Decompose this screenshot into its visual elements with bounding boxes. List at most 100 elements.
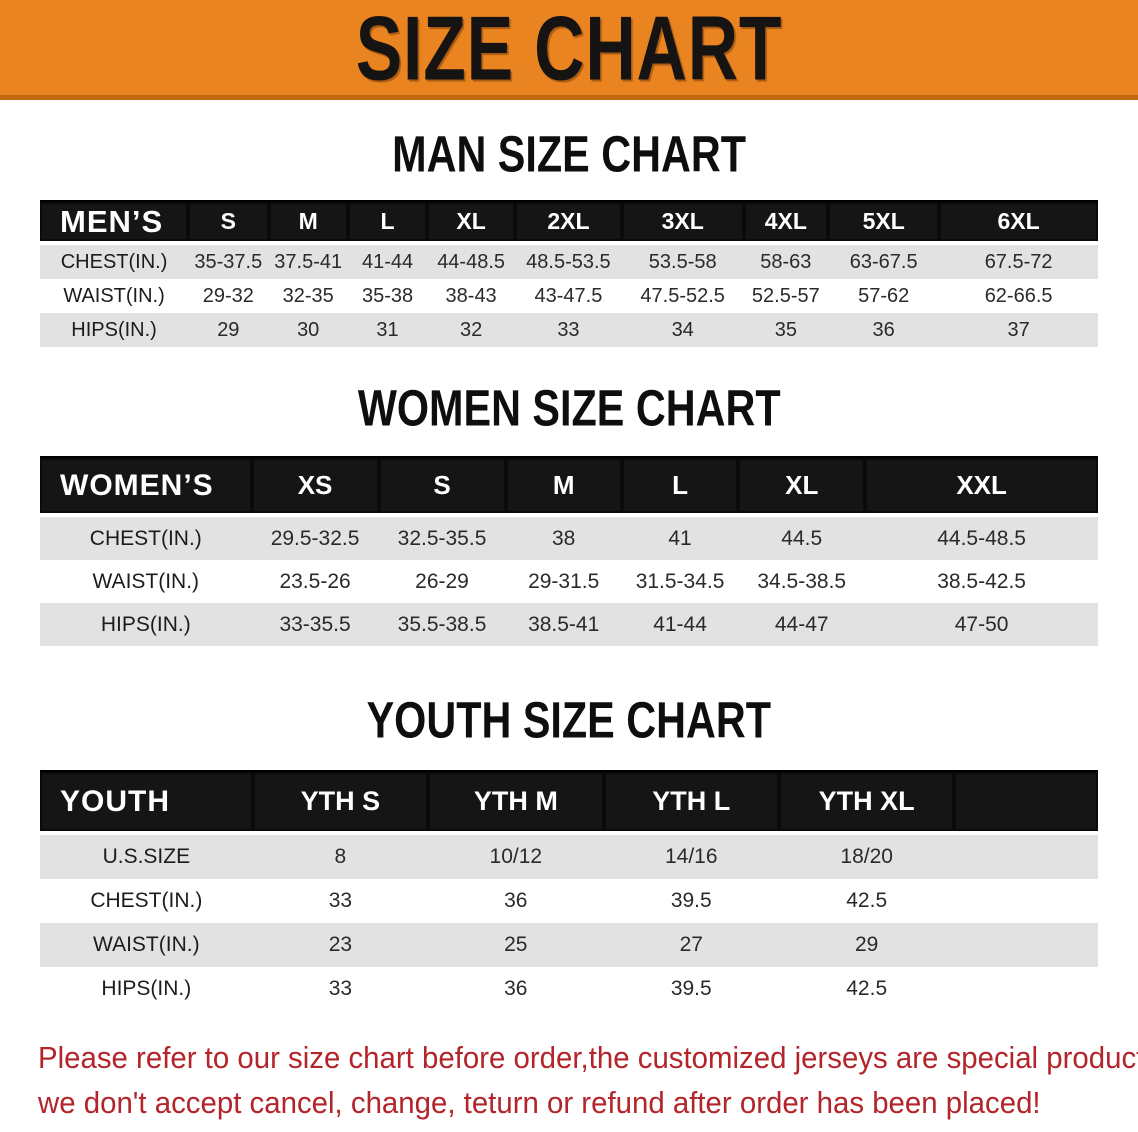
size-column-header: 3XL bbox=[621, 200, 744, 245]
value-cell: 36 bbox=[428, 879, 604, 923]
disclaimer-line-2: we don't accept cancel, change, teturn o… bbox=[38, 1086, 1041, 1121]
women-header-row: WOMEN’S XS S M L XL XXL bbox=[40, 456, 1098, 517]
value-cell: 29 bbox=[188, 313, 269, 347]
value-cell: 57-62 bbox=[828, 279, 940, 313]
row-label: HIPS(IN.) bbox=[40, 313, 189, 347]
size-column-header: XL bbox=[427, 200, 516, 245]
size-column-header: 2XL bbox=[515, 200, 622, 245]
value-cell: 48.5-53.5 bbox=[515, 245, 622, 279]
table-row: WAIST(IN.) 29-32 32-35 35-38 38-43 43-47.5 47.… bbox=[40, 279, 1098, 313]
value-cell: 29.5-32.5 bbox=[251, 517, 379, 560]
value-cell: 62-66.5 bbox=[939, 279, 1098, 313]
value-cell: 35 bbox=[743, 313, 829, 347]
value-cell: 44.5-48.5 bbox=[865, 517, 1098, 560]
value-cell: 44.5 bbox=[738, 517, 866, 560]
men-header-row: MEN’S S M L XL 2XL 3XL 4XL 5XL 6XL bbox=[40, 200, 1098, 245]
size-column-header: YTH M bbox=[428, 770, 604, 835]
women-size-chart-heading: WOMEN SIZE CHART bbox=[357, 378, 781, 437]
row-label: WAIST(IN.) bbox=[40, 560, 252, 603]
row-label: HIPS(IN.) bbox=[40, 603, 252, 646]
value-cell: 29-32 bbox=[188, 279, 269, 313]
row-label: HIPS(IN.) bbox=[40, 967, 253, 1011]
value-cell: 31 bbox=[347, 313, 428, 347]
table-row: WAIST(IN.) 23 25 27 29 bbox=[40, 923, 1098, 967]
value-cell: 35-37.5 bbox=[188, 245, 269, 279]
value-cell: 32.5-35.5 bbox=[378, 517, 506, 560]
row-label: WAIST(IN.) bbox=[40, 923, 253, 967]
value-cell: 38-43 bbox=[427, 279, 516, 313]
women-table-label: WOMEN’S bbox=[40, 456, 252, 517]
size-column-header: XS bbox=[251, 456, 379, 517]
value-cell: 30 bbox=[268, 313, 348, 347]
value-cell: 34.5-38.5 bbox=[738, 560, 866, 603]
size-charts: MAN SIZE CHART MEN’S S M L XL 2XL 3XL 4XL 5XL 6XL… bbox=[0, 124, 1138, 1011]
value-cell: 36 bbox=[828, 313, 940, 347]
banner-title: SIZE CHART bbox=[355, 0, 783, 99]
value-cell: 58-63 bbox=[743, 245, 829, 279]
value-cell: 32 bbox=[427, 313, 516, 347]
row-label: CHEST(IN.) bbox=[40, 245, 189, 279]
youth-table-label: YOUTH bbox=[40, 770, 253, 835]
value-cell: 38.5-41 bbox=[505, 603, 622, 646]
size-column-header: 4XL bbox=[743, 200, 829, 245]
row-label: U.S.SIZE bbox=[40, 835, 253, 879]
spacer-cell bbox=[954, 879, 1098, 923]
men-table-label: MEN’S bbox=[40, 200, 189, 245]
man-size-chart-heading: MAN SIZE CHART bbox=[392, 124, 746, 183]
value-cell: 38.5-42.5 bbox=[865, 560, 1098, 603]
table-row: CHEST(IN.) 29.5-32.5 32.5-35.5 38 41 44.5 44.5… bbox=[40, 517, 1098, 560]
size-column-header: S bbox=[378, 456, 506, 517]
spacer-cell bbox=[954, 967, 1098, 1011]
value-cell: 14/16 bbox=[603, 835, 779, 879]
table-row: U.S.SIZE 8 10/12 14/16 18/20 bbox=[40, 835, 1098, 879]
table-row: HIPS(IN.) 33-35.5 35.5-38.5 38.5-41 41-44 44-… bbox=[40, 603, 1098, 646]
value-cell: 36 bbox=[428, 967, 604, 1011]
value-cell: 47.5-52.5 bbox=[621, 279, 744, 313]
spacer-cell bbox=[954, 835, 1098, 879]
size-column-header: YTH S bbox=[252, 770, 429, 835]
youth-header-row: YOUTH YTH S YTH M YTH L YTH XL bbox=[40, 770, 1098, 835]
size-column-header: M bbox=[505, 456, 622, 517]
section-youth: YOUTH SIZE CHART YOUTH YTH S YTH M YTH L YTH… bbox=[0, 690, 1138, 1011]
spacer-cell bbox=[954, 770, 1098, 835]
size-column-header: YTH XL bbox=[778, 770, 955, 835]
value-cell: 35-38 bbox=[347, 279, 428, 313]
value-cell: 31.5-34.5 bbox=[621, 560, 739, 603]
value-cell: 33 bbox=[252, 879, 429, 923]
banner: SIZE CHART bbox=[0, 0, 1138, 100]
women-size-table: WOMEN’S XS S M L XL XXL CHEST(IN.) 29.5-32.5 32.5… bbox=[40, 456, 1098, 646]
size-column-header: L bbox=[347, 200, 428, 245]
table-row: HIPS(IN.) 29 30 31 32 33 34 35 36 37 bbox=[40, 313, 1098, 347]
size-column-header: XXL bbox=[865, 456, 1098, 517]
youth-size-chart-heading: YOUTH SIZE CHART bbox=[366, 690, 772, 749]
size-column-header: XL bbox=[738, 456, 866, 517]
size-column-header: S bbox=[188, 200, 269, 245]
value-cell: 41 bbox=[621, 517, 739, 560]
value-cell: 34 bbox=[621, 313, 744, 347]
disclaimer: Please refer to our size chart before or… bbox=[0, 1036, 1138, 1126]
value-cell: 42.5 bbox=[778, 879, 955, 923]
value-cell: 63-67.5 bbox=[828, 245, 940, 279]
row-label: WAIST(IN.) bbox=[40, 279, 189, 313]
table-row: WAIST(IN.) 23.5-26 26-29 29-31.5 31.5-34.5 34… bbox=[40, 560, 1098, 603]
row-label: CHEST(IN.) bbox=[40, 517, 252, 560]
value-cell: 67.5-72 bbox=[939, 245, 1098, 279]
section-man: MAN SIZE CHART MEN’S S M L XL 2XL 3XL 4XL 5XL 6XL… bbox=[0, 124, 1138, 347]
value-cell: 23 bbox=[252, 923, 429, 967]
value-cell: 33 bbox=[515, 313, 622, 347]
value-cell: 18/20 bbox=[778, 835, 955, 879]
row-label: CHEST(IN.) bbox=[40, 879, 253, 923]
value-cell: 43-47.5 bbox=[515, 279, 622, 313]
value-cell: 41-44 bbox=[621, 603, 739, 646]
size-column-header: L bbox=[621, 456, 739, 517]
spacer-cell bbox=[954, 923, 1098, 967]
value-cell: 52.5-57 bbox=[743, 279, 829, 313]
value-cell: 23.5-26 bbox=[251, 560, 379, 603]
value-cell: 44-47 bbox=[738, 603, 866, 646]
value-cell: 39.5 bbox=[603, 967, 779, 1011]
value-cell: 32-35 bbox=[268, 279, 348, 313]
youth-size-table-container: YOUTH YTH S YTH M YTH L YTH XL U.S.SIZE 8 10/12… bbox=[0, 770, 1138, 1011]
value-cell: 37.5-41 bbox=[268, 245, 348, 279]
value-cell: 39.5 bbox=[603, 879, 779, 923]
women-size-table-container: WOMEN’S XS S M L XL XXL CHEST(IN.) 29.5-32.5 32.5… bbox=[0, 456, 1138, 646]
